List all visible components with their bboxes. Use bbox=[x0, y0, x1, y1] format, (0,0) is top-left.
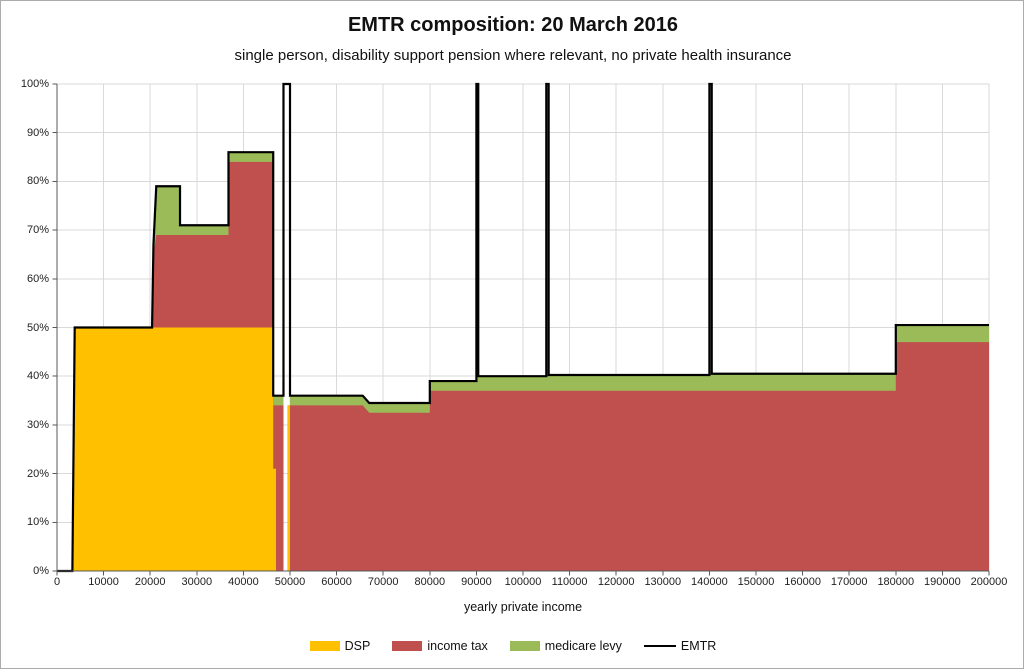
area-DSP bbox=[57, 327, 989, 571]
x-tick-label: 180000 bbox=[877, 576, 915, 588]
legend-item-EMTR: EMTR bbox=[643, 639, 717, 653]
x-axis-title: yearly private income bbox=[463, 600, 583, 614]
y-tick-label: 60% bbox=[26, 272, 49, 285]
legend-item-income-tax: income tax bbox=[392, 639, 488, 653]
y-tick-label: 80% bbox=[26, 175, 49, 188]
x-tick-label: 40000 bbox=[228, 576, 259, 588]
x-tick-label: 60000 bbox=[321, 576, 352, 588]
x-tick-label: 80000 bbox=[414, 576, 446, 588]
legend-label: EMTR bbox=[680, 639, 717, 653]
x-tick-label: 170000 bbox=[830, 576, 868, 588]
y-tick-label: 0% bbox=[33, 565, 49, 577]
chart-legend: DSP income tax medicare levy EMTR bbox=[1, 639, 1023, 653]
x-tick-label: 20000 bbox=[134, 576, 166, 588]
x-tick-label: 130000 bbox=[644, 576, 682, 588]
x-tick-label: 70000 bbox=[367, 576, 399, 588]
x-tick-label: 110000 bbox=[551, 576, 588, 588]
x-tick-label: 200000 bbox=[970, 576, 1008, 588]
x-tick-label: 0 bbox=[53, 576, 61, 588]
x-tick-label: 150000 bbox=[737, 576, 775, 588]
y-tick-label: 30% bbox=[26, 418, 49, 431]
y-tick-label: 50% bbox=[26, 321, 49, 334]
x-tick-label: 140000 bbox=[691, 576, 728, 588]
x-tick-label: 190000 bbox=[924, 576, 961, 588]
x-tick-label: 120000 bbox=[597, 576, 635, 588]
x-tick-label: 30000 bbox=[181, 576, 213, 588]
x-tick-label: 100000 bbox=[504, 576, 542, 588]
legend-label: income tax bbox=[427, 639, 488, 653]
legend-swatch-line bbox=[643, 645, 676, 647]
legend-item-medicare-levy: medicare levy bbox=[509, 639, 622, 653]
chart-title: EMTR composition: 20 March 2016 bbox=[347, 14, 679, 36]
emtr-line bbox=[57, 82, 989, 573]
y-tick-label: 40% bbox=[26, 370, 49, 383]
legend-label: DSP bbox=[344, 639, 371, 653]
legend-item-DSP: DSP bbox=[309, 639, 371, 653]
x-tick-label: 50000 bbox=[274, 576, 306, 588]
legend-swatch-box bbox=[309, 641, 340, 651]
y-tick-label: 90% bbox=[26, 126, 49, 139]
legend-swatch-box bbox=[509, 641, 540, 651]
y-tick-label: 20% bbox=[26, 467, 49, 480]
x-tick-label: 160000 bbox=[784, 576, 821, 588]
y-tick-label: 100% bbox=[20, 78, 49, 90]
x-tick-label: 10000 bbox=[88, 576, 119, 588]
y-tick-label: 10% bbox=[26, 516, 49, 529]
legend-swatch-box bbox=[392, 641, 423, 651]
y-tick-label: 70% bbox=[26, 224, 49, 237]
x-tick-label: 90000 bbox=[461, 576, 492, 588]
legend-label: medicare levy bbox=[544, 639, 622, 653]
chart-subtitle: single person, disability support pensio… bbox=[234, 47, 792, 64]
